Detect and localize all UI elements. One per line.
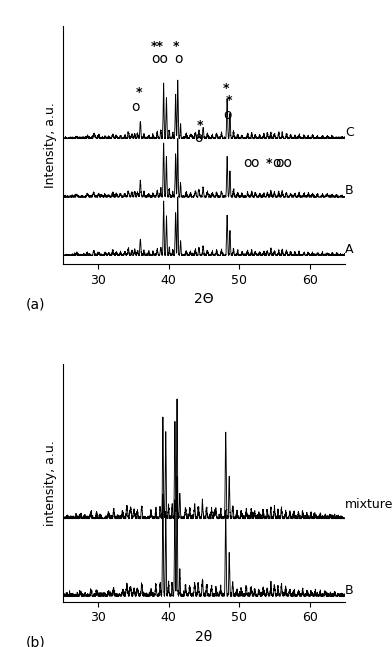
Text: **: **	[151, 40, 164, 53]
Text: *: *	[223, 82, 229, 94]
Text: o: o	[223, 108, 232, 122]
Text: o: o	[174, 52, 183, 65]
Text: o: o	[250, 156, 259, 170]
Text: o: o	[131, 100, 140, 113]
Y-axis label: intensity, a.u.: intensity, a.u.	[44, 440, 57, 525]
Text: oo: oo	[152, 52, 169, 65]
Y-axis label: Intensity, a.u.: Intensity, a.u.	[44, 102, 57, 188]
Text: A: A	[345, 243, 354, 256]
Text: (b): (b)	[26, 635, 46, 647]
Text: *: *	[173, 40, 180, 53]
Text: B: B	[345, 584, 354, 597]
Text: C: C	[345, 126, 354, 139]
Text: o: o	[243, 156, 252, 170]
Text: *: *	[266, 157, 273, 170]
Text: o: o	[272, 156, 281, 170]
Text: *: *	[136, 86, 142, 99]
Text: o: o	[194, 131, 202, 145]
Text: *: *	[226, 94, 232, 107]
Text: (a): (a)	[26, 297, 45, 311]
Text: oo: oo	[275, 156, 292, 170]
Text: B: B	[345, 184, 354, 197]
Text: mixture: mixture	[345, 498, 392, 511]
Text: *: *	[197, 119, 203, 133]
X-axis label: 2θ: 2θ	[195, 630, 212, 644]
X-axis label: 2Θ: 2Θ	[194, 292, 214, 306]
